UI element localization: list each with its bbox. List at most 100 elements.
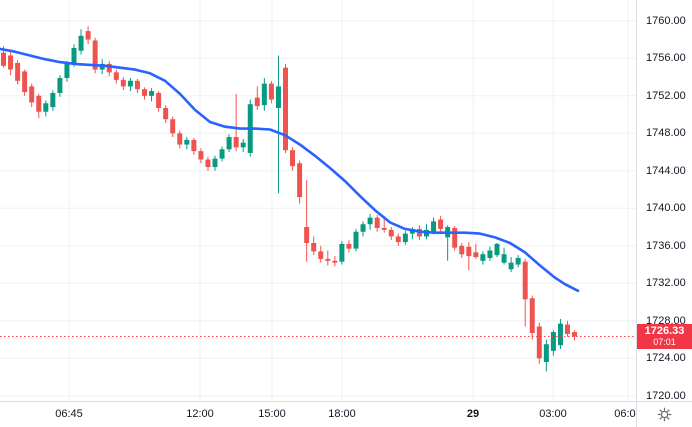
candle — [508, 257, 514, 273]
candle — [311, 236, 317, 256]
candle-body — [367, 217, 373, 225]
price-tick-label: 1744.00 — [646, 164, 686, 177]
time-tick-label: 06:45 — [55, 408, 83, 420]
candle — [487, 246, 493, 261]
candle-body — [431, 221, 437, 232]
candle-body — [501, 254, 507, 263]
candle-body — [134, 80, 140, 90]
candle-body — [22, 71, 28, 93]
candle-body — [177, 133, 183, 145]
bar-countdown: 07:01 — [653, 336, 676, 347]
candle-body — [325, 258, 331, 261]
candle — [452, 226, 458, 251]
candle-body — [381, 227, 387, 230]
candle-body — [240, 142, 246, 148]
candle — [8, 50, 14, 76]
candle-body — [536, 326, 542, 359]
candle — [268, 80, 274, 104]
candlestick-chart[interactable] — [0, 0, 637, 401]
candle-body — [254, 97, 260, 107]
price-tick-label: 1740.00 — [646, 202, 686, 215]
candle — [156, 91, 162, 112]
candle — [205, 156, 211, 171]
candle-body — [268, 83, 274, 100]
candle — [445, 225, 451, 261]
candle — [367, 213, 373, 230]
candle — [50, 90, 56, 111]
candle — [572, 330, 578, 341]
candle-body — [466, 246, 472, 257]
candle-body — [219, 149, 225, 159]
price-tick-label: 1728.00 — [646, 314, 686, 327]
candle — [261, 77, 267, 111]
candle-body — [353, 231, 359, 249]
candle — [177, 130, 183, 149]
candle-body — [106, 63, 112, 73]
candle — [325, 250, 331, 266]
candle — [529, 295, 535, 340]
candle-body — [170, 119, 176, 134]
candle — [134, 78, 140, 93]
candle — [466, 242, 472, 271]
candle-body — [85, 31, 91, 40]
price-tick-label: 1752.00 — [646, 89, 686, 102]
candle — [113, 69, 119, 84]
candle-body — [332, 260, 338, 263]
candle — [557, 318, 563, 349]
candle — [339, 241, 345, 265]
candle — [92, 37, 98, 74]
time-tick-label: 15:00 — [258, 408, 286, 420]
candle-body — [198, 151, 204, 160]
candle-body — [50, 92, 56, 108]
time-axis[interactable]: 06:45 12:00 15:00 18:00 29 03:00 06:00 — [0, 401, 642, 427]
candle-body — [438, 219, 444, 229]
candle — [191, 137, 197, 155]
axis-settings-button[interactable] — [636, 401, 692, 427]
candle-body — [226, 137, 232, 150]
candle-body — [29, 86, 35, 103]
candle-body — [529, 298, 535, 333]
candle — [543, 339, 549, 372]
candle — [163, 105, 169, 123]
candle-body — [480, 254, 486, 261]
plot-area[interactable] — [0, 0, 637, 401]
time-tick-label: 12:00 — [186, 408, 214, 420]
price-tick-label: 1736.00 — [646, 239, 686, 252]
candle — [297, 160, 303, 204]
candle — [254, 86, 260, 110]
candle — [522, 258, 528, 327]
candle-body — [15, 62, 21, 81]
candle-body — [543, 344, 549, 363]
time-tick-label: 18:00 — [328, 408, 356, 420]
candle-body — [297, 163, 303, 198]
candle-body — [275, 86, 281, 108]
candle-body — [550, 332, 556, 351]
candle — [283, 63, 288, 153]
candle-body — [78, 35, 84, 51]
candle-body — [360, 224, 366, 232]
candle — [233, 93, 239, 152]
candle — [360, 221, 366, 237]
candle — [127, 77, 133, 92]
candle-body — [515, 257, 521, 265]
gear-icon — [657, 407, 672, 422]
candle — [459, 242, 465, 258]
candle-body — [43, 103, 49, 112]
candle — [494, 242, 500, 258]
candle — [550, 330, 556, 356]
candle — [374, 214, 380, 232]
candle-body — [508, 262, 514, 270]
candle-body — [163, 107, 169, 120]
candle-body — [452, 227, 458, 248]
time-tick-label: 03:00 — [539, 408, 567, 420]
candle-body — [191, 139, 197, 152]
time-tick-label: 29 — [466, 408, 480, 420]
candle-body — [212, 158, 218, 168]
candle — [170, 116, 176, 138]
candles-group — [1, 26, 578, 372]
candle — [480, 251, 486, 265]
price-tick-label: 1760.00 — [646, 14, 686, 27]
price-tick-label: 1732.00 — [646, 277, 686, 290]
candle-body — [261, 83, 267, 106]
candle — [536, 322, 542, 364]
